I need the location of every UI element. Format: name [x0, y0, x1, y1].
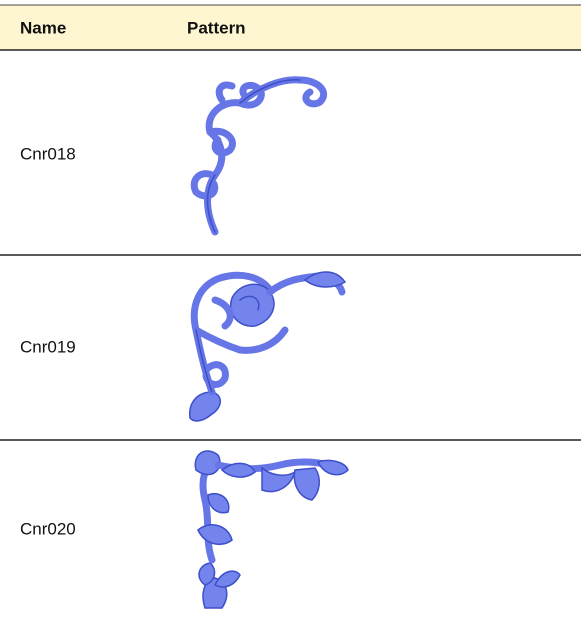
header-background — [0, 5, 581, 50]
pattern-image — [190, 76, 328, 236]
header-cell: Pattern — [187, 18, 246, 37]
pattern-image — [189, 271, 347, 422]
name-cell: Cnr018 — [20, 144, 76, 163]
header-cell: Name — [20, 18, 66, 37]
pattern-image — [194, 450, 349, 609]
name-cell: Cnr019 — [20, 337, 76, 356]
name-cell: Cnr020 — [20, 519, 76, 538]
